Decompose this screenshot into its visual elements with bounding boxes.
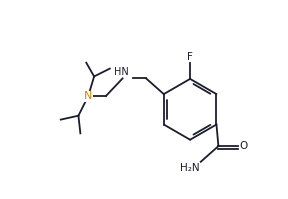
Text: H₂N: H₂N: [180, 163, 200, 173]
Text: N: N: [84, 91, 92, 101]
Text: HN: HN: [114, 67, 128, 77]
Text: O: O: [240, 141, 248, 151]
Text: F: F: [187, 52, 193, 62]
